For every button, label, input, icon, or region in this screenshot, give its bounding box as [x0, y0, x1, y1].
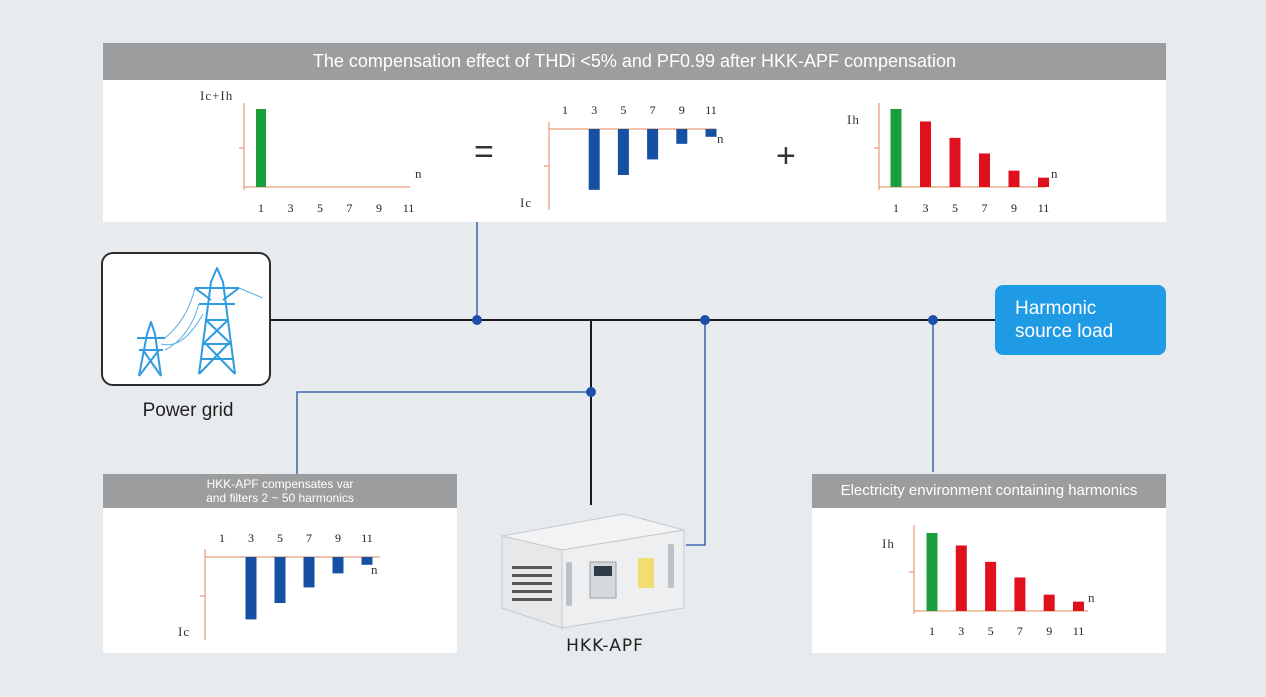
- bar-3: [245, 557, 257, 620]
- power-grid-label: Power grid: [142, 400, 234, 421]
- x-tick-label: 3: [923, 201, 929, 215]
- x-axis-label: n: [415, 166, 423, 181]
- x-tick-label: 9: [1011, 201, 1017, 215]
- x-tick-label: 11: [403, 201, 415, 215]
- x-tick-label: 3: [248, 531, 254, 545]
- x-axis-label: n: [1088, 590, 1096, 605]
- x-tick-label: 11: [705, 103, 717, 117]
- y-axis-label: Ih: [847, 112, 860, 127]
- bar-7: [1014, 577, 1026, 611]
- bar-3: [955, 545, 967, 611]
- x-tick-label: 7: [347, 201, 353, 215]
- plus-symbol: +: [776, 137, 796, 175]
- bar-11: [361, 557, 373, 565]
- x-tick-label: 3: [958, 624, 964, 638]
- x-tick-label: 1: [893, 201, 899, 215]
- x-tick-label: 1: [562, 103, 568, 117]
- bar-9: [1043, 594, 1055, 611]
- load-label-line2: source load: [1015, 321, 1114, 342]
- top-panel: [103, 80, 1166, 222]
- bar-11: [705, 129, 717, 137]
- bar-1: [256, 109, 266, 187]
- bar-7: [303, 557, 315, 588]
- bar-9: [1008, 170, 1020, 187]
- apf-label: HKK-APF: [566, 636, 644, 656]
- apf-device-image: [501, 513, 685, 629]
- y-axis-label: Ic: [178, 624, 190, 639]
- x-tick-label: 9: [679, 103, 685, 117]
- x-axis-label: n: [717, 131, 725, 146]
- junction-node: [586, 387, 596, 397]
- junction-node: [700, 315, 710, 325]
- apf-panel-title: HKK-APF compensates var and filters 2 ~ …: [103, 474, 457, 508]
- power-grid-box: [101, 252, 271, 386]
- bar-3: [920, 121, 931, 187]
- x-tick-label: 7: [1017, 624, 1023, 638]
- x-tick-label: 5: [620, 103, 626, 117]
- bar-1: [926, 533, 938, 611]
- x-tick-label: 7: [982, 201, 988, 215]
- junction-node: [928, 315, 938, 325]
- y-axis-label: Ic+Ih: [200, 88, 233, 103]
- bar-11: [1073, 601, 1084, 611]
- x-tick-label: 9: [1046, 624, 1052, 638]
- x-axis-label: n: [1051, 166, 1059, 181]
- x-tick-label: 5: [277, 531, 283, 545]
- bar-3: [588, 129, 600, 190]
- bar-5: [949, 137, 961, 187]
- apf-title-line1: HKK-APF compensates var: [206, 477, 354, 491]
- x-tick-label: 7: [650, 103, 656, 117]
- bar-7: [647, 129, 659, 160]
- x-tick-label: 7: [306, 531, 312, 545]
- bar-11: [1038, 177, 1049, 187]
- bar-9: [676, 129, 688, 144]
- x-tick-label: 11: [361, 531, 373, 545]
- transmission-tower-icon: [137, 267, 264, 377]
- x-tick-label: 9: [335, 531, 341, 545]
- x-tick-label: 1: [219, 531, 225, 545]
- bar-5: [274, 557, 286, 604]
- x-tick-label: 1: [258, 201, 264, 215]
- apf-title-line2: and filters 2 ~ 50 harmonics: [206, 491, 354, 505]
- harmonic-source-load: Harmonic source load: [995, 285, 1166, 355]
- x-tick-label: 9: [376, 201, 382, 215]
- junction-node: [472, 315, 482, 325]
- y-axis-label: Ih: [882, 536, 895, 551]
- x-tick-label: 3: [288, 201, 294, 215]
- x-tick-label: 3: [591, 103, 597, 117]
- top-panel-title: The compensation effect of THDi <5% and …: [103, 43, 1166, 80]
- load-label-line1: Harmonic: [1015, 298, 1097, 319]
- x-tick-label: 5: [988, 624, 994, 638]
- y-axis-label: Ic: [520, 195, 532, 210]
- x-axis-label: n: [371, 562, 379, 577]
- x-tick-label: 11: [1073, 624, 1085, 638]
- x-tick-label: 5: [317, 201, 323, 215]
- bar-9: [332, 557, 344, 574]
- x-tick-label: 5: [952, 201, 958, 215]
- x-tick-label: 11: [1038, 201, 1050, 215]
- x-tick-label: 1: [929, 624, 935, 638]
- bar-5: [617, 129, 629, 176]
- env-panel-title: Electricity environment containing harmo…: [812, 474, 1166, 508]
- bar-7: [979, 153, 990, 187]
- bar-1: [890, 109, 902, 187]
- bar-5: [985, 561, 997, 611]
- equals-symbol: =: [474, 133, 494, 171]
